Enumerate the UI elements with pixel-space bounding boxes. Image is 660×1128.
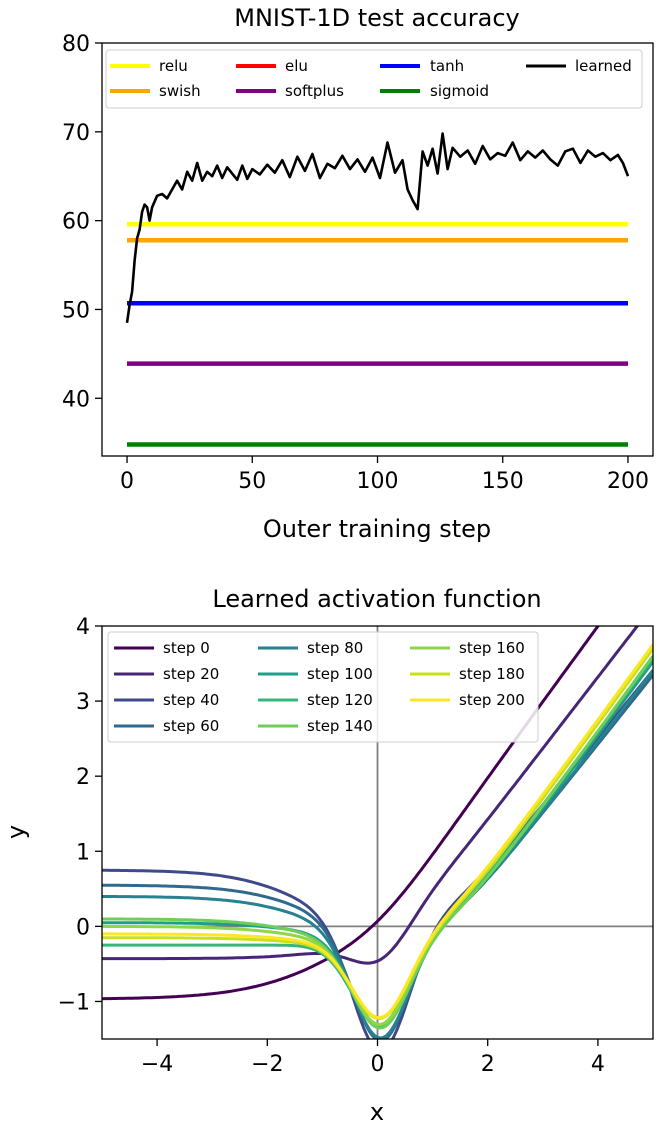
activation-y-tick-label: 4 [76, 615, 90, 640]
legend-label-tanh: tanh [430, 57, 464, 75]
activation-plot-area [102, 626, 653, 1039]
activation-x-axis-label: x [370, 1098, 384, 1126]
curve-step-200 [102, 643, 653, 1020]
activation-x-ticks: −4 −2 0 2 4 [141, 1039, 605, 1077]
legend-label-step-0: step 0 [163, 639, 210, 657]
series-line-learned [125, 132, 630, 323]
curve-step-20 [102, 626, 640, 965]
activation-legend-box [107, 631, 539, 743]
activation-x-tick-label: −2 [251, 1052, 283, 1077]
accuracy-chart-title: MNIST-1D test accuracy [234, 4, 519, 32]
legend-label-step-180: step 180 [459, 665, 525, 683]
accuracy-x-tick-label: 200 [607, 469, 649, 494]
activation-y-tick-label: 3 [76, 690, 90, 715]
legend-label-elu: elu [285, 57, 308, 75]
accuracy-y-tick-label: 80 [62, 32, 90, 57]
activation-x-tick-label: 0 [371, 1052, 385, 1077]
curve-step-140 [102, 655, 653, 1030]
accuracy-x-tick-label: 0 [120, 469, 134, 494]
legend-label-step-120: step 120 [307, 691, 373, 709]
legend-label-step-200: step 200 [459, 691, 525, 709]
accuracy-y-tick-label: 60 [62, 210, 90, 235]
activation-y-tick-label: 1 [76, 840, 90, 865]
accuracy-x-tick-label: 50 [238, 469, 266, 494]
curve-step-0 [102, 626, 600, 1001]
legend-label-step-60: step 60 [163, 717, 219, 735]
legend-label-step-80: step 80 [307, 639, 363, 657]
accuracy-y-ticks: 40 50 60 70 80 [62, 32, 102, 412]
accuracy-y-tick-label: 40 [62, 387, 90, 412]
accuracy-chart: MNIST-1D test accuracy 0 50 100 150 200 40 50… [62, 4, 654, 543]
legend-label-softplus: softplus [285, 82, 344, 100]
accuracy-x-tick-label: 100 [357, 469, 399, 494]
activation-legend: step 0 step 20 step 40 step 60 step 80 s… [107, 631, 539, 743]
accuracy-x-axis-label: Outer training step [263, 515, 491, 543]
legend-label-step-20: step 20 [163, 665, 219, 683]
activation-y-tick-label: 2 [76, 765, 90, 790]
activation-x-tick-label: −4 [141, 1052, 173, 1077]
activation-x-tick-label: 4 [591, 1052, 605, 1077]
accuracy-x-ticks: 0 50 100 150 200 [120, 456, 649, 494]
activation-x-tick-label: 2 [481, 1052, 495, 1077]
activation-chart-title: Learned activation function [212, 585, 541, 613]
accuracy-y-tick-label: 50 [62, 298, 90, 323]
accuracy-y-tick-label: 70 [62, 121, 90, 146]
curve-step-80 [102, 669, 653, 1039]
legend-label-step-100: step 100 [307, 665, 373, 683]
legend-label-step-40: step 40 [163, 691, 219, 709]
accuracy-legend: relu swish elu softplus tanh sigmoid lea… [105, 49, 643, 109]
legend-label-sigmoid: sigmoid [430, 82, 489, 100]
legend-label-swish: swish [159, 82, 201, 100]
legend-label-learned: learned [575, 57, 632, 75]
activation-y-ticks: −1 0 1 2 3 4 [58, 615, 102, 1015]
legend-label-relu: relu [159, 57, 188, 75]
activation-y-tick-label: −1 [58, 990, 90, 1015]
legend-label-step-160: step 160 [459, 639, 525, 657]
activation-chart: Learned activation function −4 −2 0 2 4 −1 0 1… [2, 585, 654, 1126]
activation-y-axis-label: y [2, 825, 30, 839]
accuracy-plot-area [125, 132, 630, 447]
legend-label-step-140: step 140 [307, 717, 373, 735]
activation-y-tick-label: 0 [76, 915, 90, 940]
accuracy-x-tick-label: 150 [482, 469, 524, 494]
